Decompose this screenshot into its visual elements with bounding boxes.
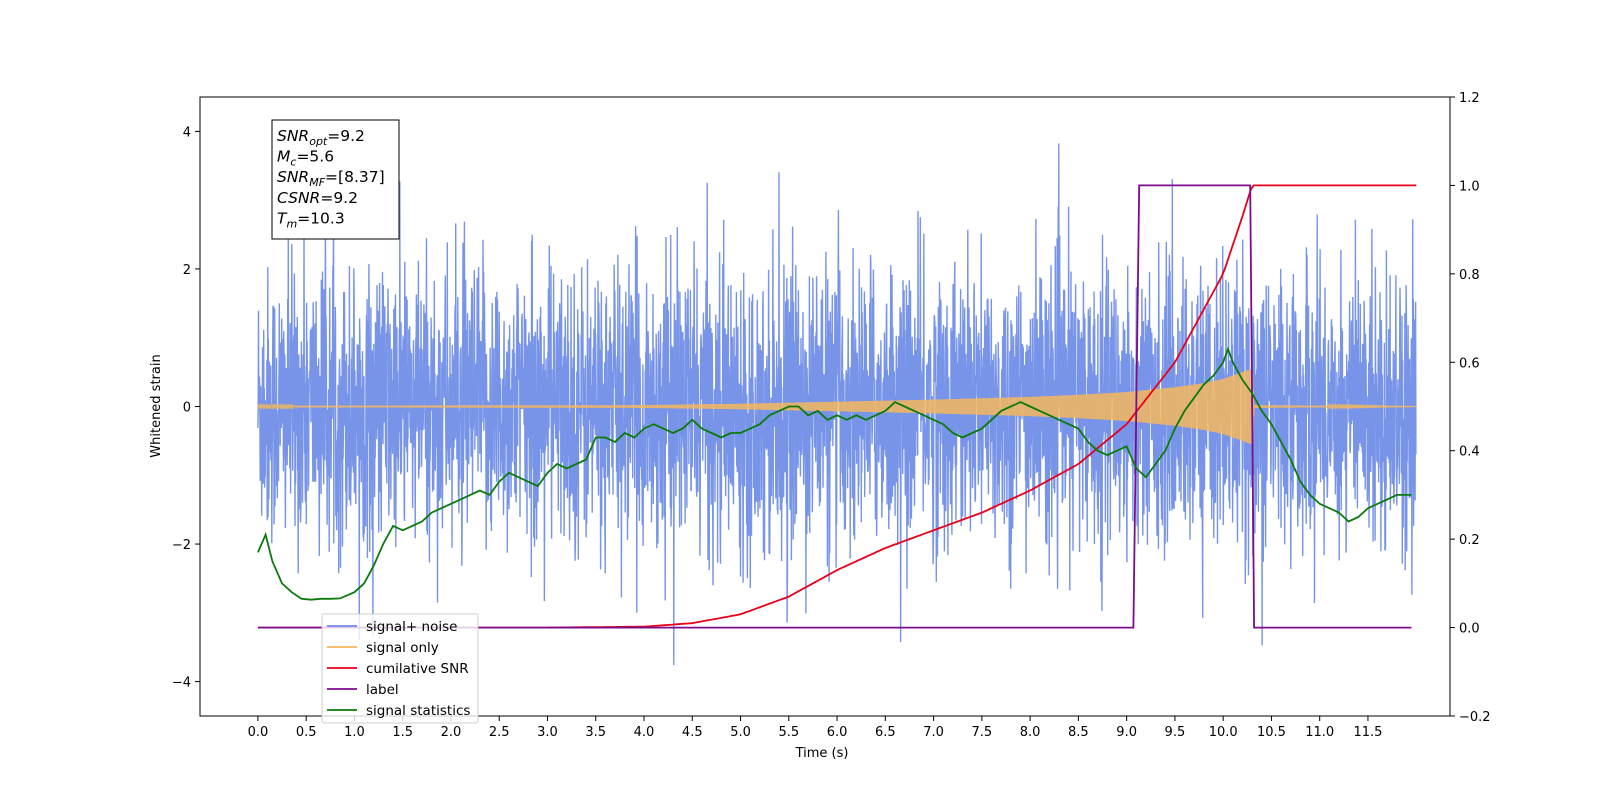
info-subscript: MF xyxy=(309,176,325,189)
x-tick-label: 1.5 xyxy=(392,725,413,740)
legend: signal+ noise signal only cumilative SNR la… xyxy=(321,613,479,724)
x-tick-label: 10.5 xyxy=(1257,725,1286,740)
x-tick-label: 0.0 xyxy=(248,725,269,740)
y2-tick-label: 0.8 xyxy=(1459,268,1480,283)
x-tick-label: 9.0 xyxy=(1116,725,1137,740)
x-tick-label: 10.0 xyxy=(1209,725,1238,740)
legend-entry: signal only xyxy=(366,640,439,656)
x-tick-label: 11.0 xyxy=(1305,725,1334,740)
x-tick-label: 2.0 xyxy=(441,725,462,740)
x-tick-label: 3.5 xyxy=(585,725,606,740)
y-tick-label: −2 xyxy=(172,538,191,553)
info-line: CSNR=9.2 xyxy=(277,189,358,207)
series-signal-only xyxy=(257,368,1417,445)
info-symbol: CSNR xyxy=(277,189,320,207)
info-value: =5.6 xyxy=(296,148,334,166)
info-box-frame xyxy=(271,119,400,240)
x-tick-label: 7.0 xyxy=(923,725,944,740)
x-tick-label: 2.5 xyxy=(489,725,510,740)
x-tick-label: 6.5 xyxy=(875,725,896,740)
info-line: SNRMF=[8.37] xyxy=(277,168,385,189)
y-tick-label: 4 xyxy=(183,125,191,140)
series-signal-statistics xyxy=(257,346,1412,601)
legend-entry: signal statistics xyxy=(366,703,470,719)
series-label xyxy=(257,184,1412,629)
info-line: SNRopt=9.2 xyxy=(277,127,365,148)
info-subscript: opt xyxy=(309,135,328,148)
x-tick-label: 5.0 xyxy=(730,725,751,740)
legend-frame xyxy=(321,613,479,724)
y-tick-label: −4 xyxy=(172,676,191,691)
info-symbol: T xyxy=(277,209,288,227)
info-subscript: m xyxy=(286,217,297,230)
info-value: =9.2 xyxy=(320,189,358,207)
y2-tick-label: 1.0 xyxy=(1459,179,1480,194)
y2-tick-label: 1.2 xyxy=(1459,91,1480,106)
info-subscript: c xyxy=(290,156,296,169)
info-line: Mc=5.6 xyxy=(277,148,334,169)
x-tick-label: 9.5 xyxy=(1165,725,1186,740)
series-layer xyxy=(257,143,1417,666)
x-tick-label: 7.5 xyxy=(972,725,993,740)
legend-entry: signal+ noise xyxy=(366,619,457,635)
x-tick-label: 11.5 xyxy=(1353,725,1382,740)
y2-axis-ticks: 1.2 1.0 0.8 0.6 0.4 0.2 0.0 −0.2 xyxy=(1450,91,1491,725)
y2-tick-label: 0.4 xyxy=(1459,445,1480,460)
x-tick-label: 8.5 xyxy=(1068,725,1089,740)
info-value: =10.3 xyxy=(297,209,345,227)
x-tick-label: 4.0 xyxy=(634,725,655,740)
x-axis-ticks: 0.0 0.5 1.0 1.5 2.0 2.5 3.0 3.5 4.0 4.5 5.0 5.5 6.0 6… xyxy=(248,716,1382,740)
info-box: SNRopt=9.2Mc=5.6SNRMF=[8.37]CSNR=9.2Tm=1… xyxy=(271,119,400,240)
y2-tick-label: 0.6 xyxy=(1459,356,1480,371)
x-tick-label: 5.5 xyxy=(778,725,799,740)
x-tick-label: 1.0 xyxy=(344,725,365,740)
info-line: Tm=10.3 xyxy=(277,209,345,230)
info-symbol: SNR xyxy=(277,168,309,186)
x-tick-label: 4.5 xyxy=(682,725,703,740)
y-axis-label: Whitened strain xyxy=(149,354,164,457)
info-value: =[8.37] xyxy=(325,168,385,186)
x-tick-label: 0.5 xyxy=(296,725,317,740)
x-tick-label: 3.0 xyxy=(537,725,558,740)
y2-tick-label: −0.2 xyxy=(1459,710,1491,725)
y-tick-label: 0 xyxy=(183,401,191,416)
y-tick-label: 2 xyxy=(183,263,191,278)
info-symbol: M xyxy=(277,148,290,166)
legend-entry: cumilative SNR xyxy=(366,661,469,677)
info-value: =9.2 xyxy=(327,127,365,145)
info-symbol: SNR xyxy=(277,127,309,145)
y-axis-ticks: 4 2 0 −2 −4 xyxy=(172,125,200,691)
legend-entry: label xyxy=(366,682,399,698)
x-axis-label: Time (s) xyxy=(795,746,849,761)
y2-tick-label: 0.2 xyxy=(1459,533,1480,548)
y2-tick-label: 0.0 xyxy=(1459,622,1480,637)
series-signal-noise xyxy=(257,143,1417,666)
x-tick-label: 6.0 xyxy=(827,725,848,740)
x-tick-label: 8.0 xyxy=(1020,725,1041,740)
